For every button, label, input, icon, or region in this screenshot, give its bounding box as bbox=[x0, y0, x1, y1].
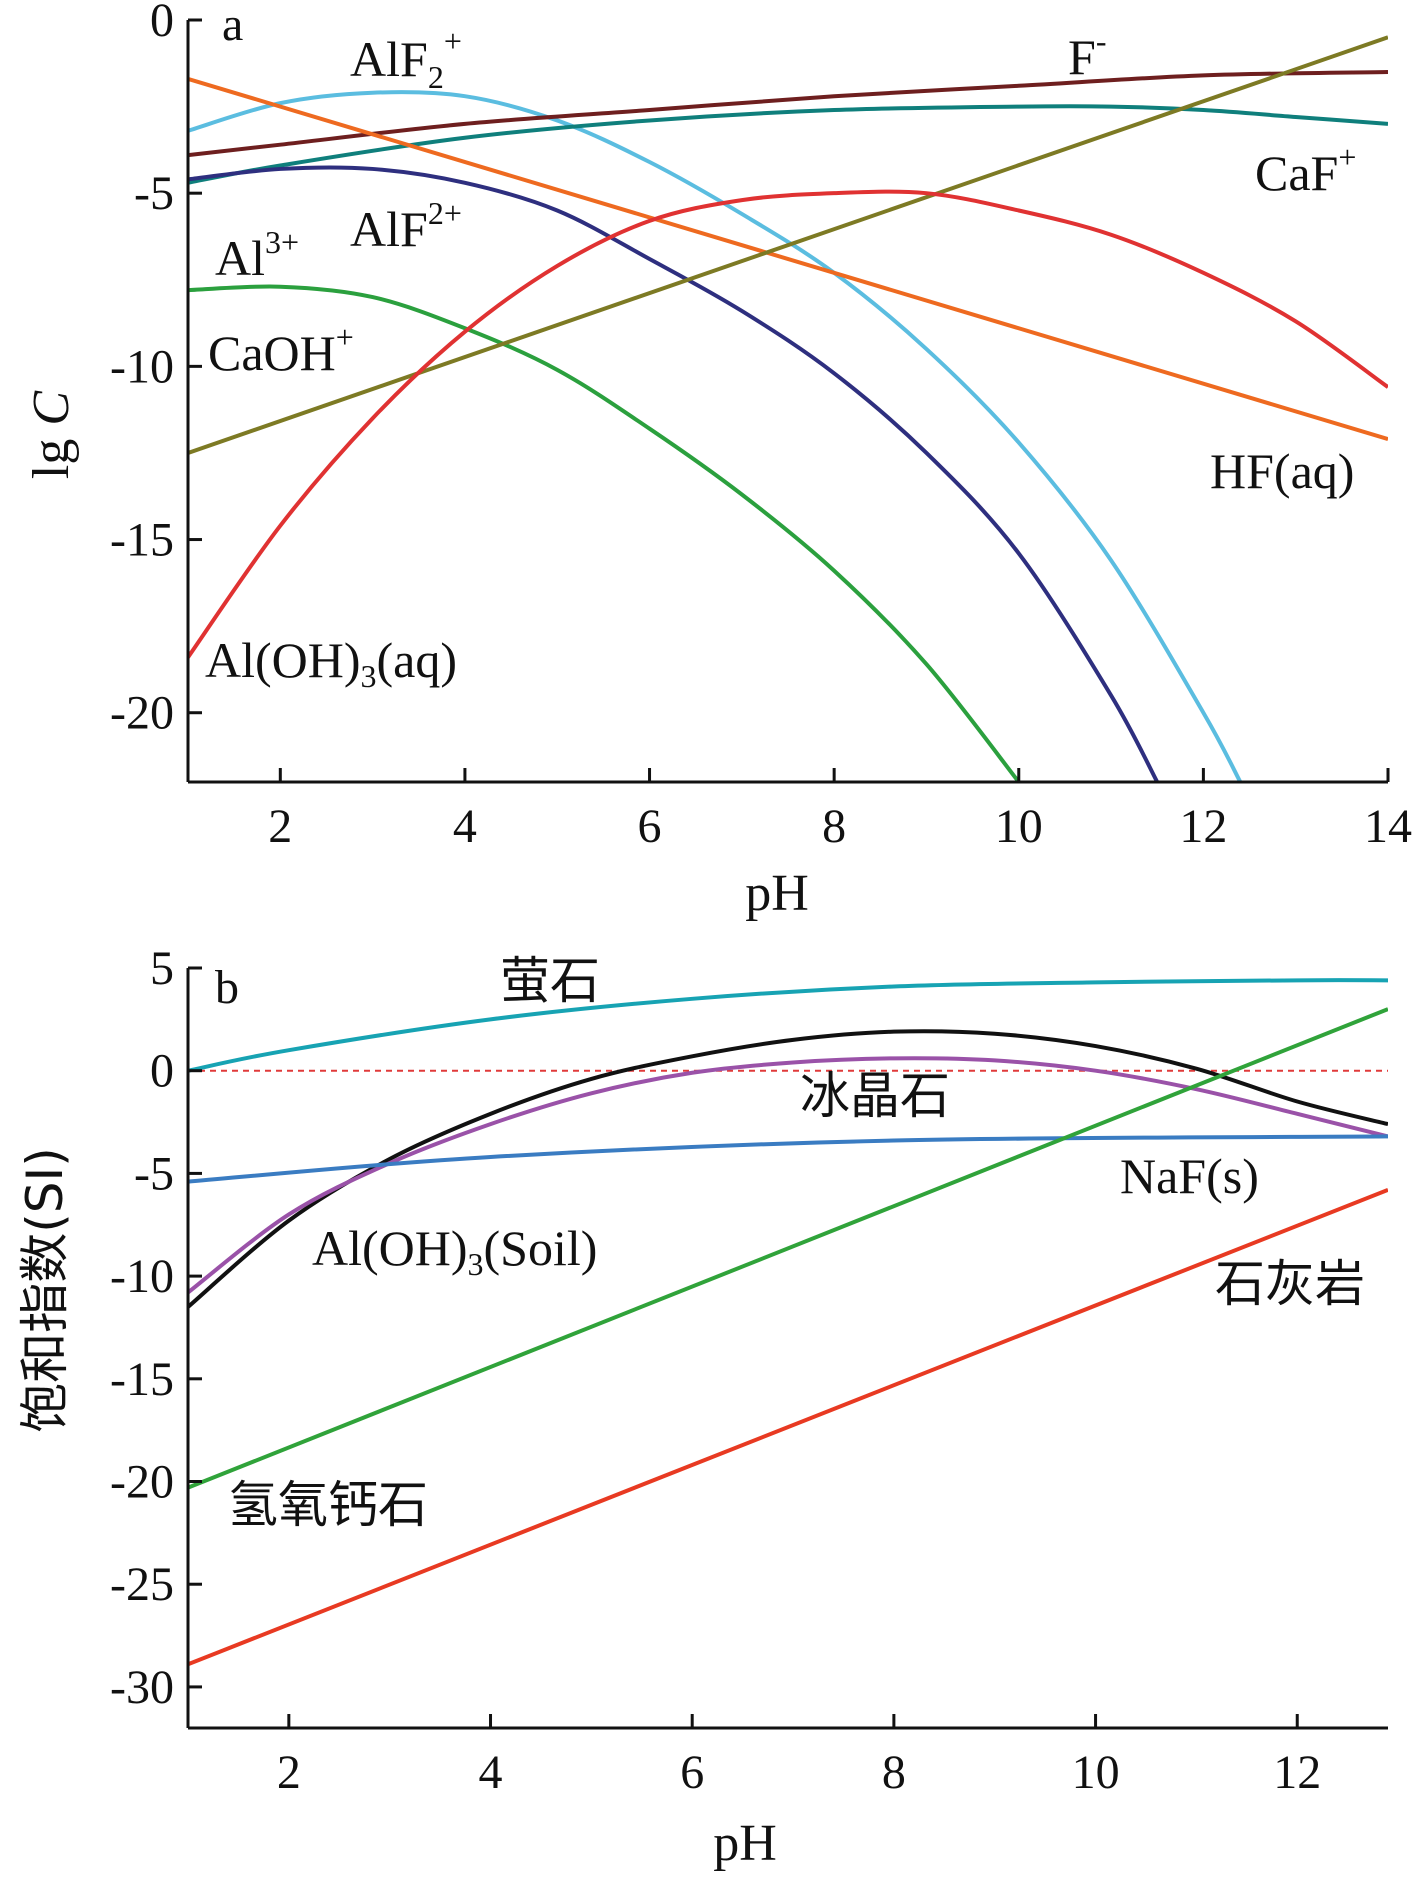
y-tick-label: -5 bbox=[134, 1147, 174, 1200]
x-tick-label: 6 bbox=[680, 1746, 704, 1799]
label-naf-s: NaF(s) bbox=[1120, 1148, 1259, 1204]
y-tick-label: -5 bbox=[134, 167, 174, 220]
panel-b-axes: 5 0 -5 -10 -15 -20 -25 -30 2 4 6 8 10 12 bbox=[110, 942, 1388, 1799]
panel-b-y-axis-label: 饱和指数(SI) bbox=[16, 1147, 74, 1433]
panel-a-axes: 0 -5 -10 -15 -20 2 4 6 8 10 12 14 bbox=[110, 0, 1412, 853]
label-cryolite: 冰晶石 bbox=[800, 1067, 950, 1125]
x-tick-label: 8 bbox=[882, 1746, 906, 1799]
x-tick-label: 4 bbox=[479, 1746, 503, 1799]
series-line-a-2 bbox=[188, 104, 1388, 185]
panel-a-x-axis-label: pH bbox=[745, 865, 809, 922]
series-line-a-1 bbox=[188, 69, 1388, 158]
y-tick-label: -20 bbox=[110, 1456, 174, 1509]
label-portlandite: 氢氧钙石 bbox=[228, 1476, 428, 1534]
x-tick-label: 4 bbox=[453, 800, 477, 853]
panel-b-x-axis-label: pH bbox=[713, 1815, 777, 1872]
panel-a-label: a bbox=[222, 0, 243, 51]
series-line-b-3 bbox=[188, 1134, 1388, 1184]
y-tick-label: -30 bbox=[110, 1661, 174, 1714]
label-hf-aq: HF(aq) bbox=[1210, 443, 1354, 499]
panel-b-label: b bbox=[215, 961, 239, 1014]
x-tick-label: 6 bbox=[638, 800, 662, 853]
y-tick-label: -10 bbox=[110, 340, 174, 393]
y-tick-label: 0 bbox=[150, 1045, 174, 1098]
y-tick-label: -20 bbox=[110, 687, 174, 740]
y-tick-label: -15 bbox=[110, 1353, 174, 1406]
y-tick-label: -25 bbox=[110, 1558, 174, 1611]
series-line-a-5 bbox=[188, 284, 1021, 782]
label-limestone: 石灰岩 bbox=[1215, 1255, 1365, 1313]
x-tick-label: 12 bbox=[1179, 800, 1227, 853]
label-al-3plus: Al3+ bbox=[215, 224, 299, 286]
y-axis-label-variable: C bbox=[23, 390, 80, 426]
label-f-minus: F- bbox=[1068, 23, 1106, 85]
label-aloh3-soil: Al(OH)3(Soil) bbox=[312, 1220, 597, 1282]
x-tick-label: 10 bbox=[995, 800, 1043, 853]
series-line-a-4 bbox=[188, 165, 1159, 782]
series-line-b-5 bbox=[188, 1187, 1388, 1667]
label-alf-2plus: AlF2+ bbox=[350, 195, 462, 257]
x-tick-label: 14 bbox=[1364, 800, 1412, 853]
panel-a-series bbox=[188, 35, 1388, 782]
y-tick-label: 5 bbox=[150, 942, 174, 995]
label-alf2-plus: AlF2+ bbox=[350, 23, 462, 95]
series-line-a-0 bbox=[188, 90, 1243, 782]
x-tick-label: 10 bbox=[1072, 1746, 1120, 1799]
y-tick-label: 0 bbox=[150, 0, 174, 47]
series-line-a-3 bbox=[188, 76, 1388, 442]
x-tick-label: 12 bbox=[1273, 1746, 1321, 1799]
x-tick-label: 8 bbox=[822, 800, 846, 853]
series-line-b-0 bbox=[188, 978, 1388, 1073]
series-line-a-6 bbox=[188, 35, 1388, 455]
y-tick-label: -10 bbox=[110, 1250, 174, 1303]
series-line-b-4 bbox=[188, 1007, 1388, 1490]
label-caoh-plus: CaOH+ bbox=[208, 319, 354, 381]
y-tick-label: -15 bbox=[110, 514, 174, 567]
series-line-a-7 bbox=[188, 189, 1388, 659]
panel-b: 5 0 -5 -10 -15 -20 -25 -30 2 4 6 8 10 12 b pH 饱和指数(SI… bbox=[16, 942, 1388, 1872]
label-aloh3-aq: Al(OH)3(aq) bbox=[205, 632, 457, 694]
x-tick-label: 2 bbox=[277, 1746, 301, 1799]
panel-a: 0 -5 -10 -15 -20 2 4 6 8 10 12 14 a pH lg C AlF2+ F… bbox=[23, 0, 1412, 922]
series-line-b-1 bbox=[188, 1029, 1388, 1309]
y-axis-label-prefix: lg bbox=[23, 439, 80, 479]
panel-b-series bbox=[188, 978, 1388, 1667]
label-caf-plus: CaF+ bbox=[1255, 139, 1356, 201]
label-fluorite: 萤石 bbox=[500, 952, 600, 1010]
panel-a-y-axis-label: lg C bbox=[23, 390, 80, 479]
x-tick-label: 2 bbox=[268, 800, 292, 853]
